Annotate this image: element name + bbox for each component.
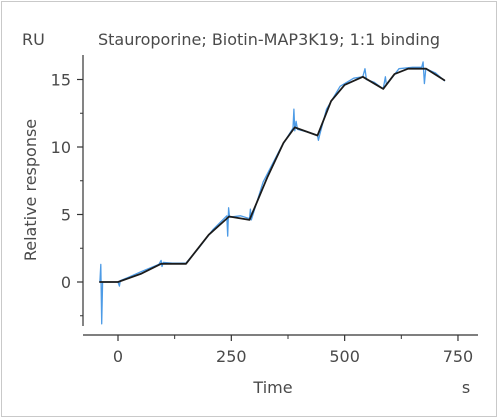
y-axis-label: Relative response bbox=[21, 119, 40, 261]
y-tick-label: 0 bbox=[61, 273, 71, 292]
y-unit-label: RU bbox=[22, 30, 45, 49]
x-tick-label: 750 bbox=[443, 347, 474, 366]
measured-curve bbox=[99, 61, 446, 325]
plot-area bbox=[99, 61, 446, 325]
fit-curve bbox=[99, 67, 446, 283]
x-tick-label: 500 bbox=[329, 347, 360, 366]
axis-ticks: 0 5 10 15 0 250 500 750 bbox=[51, 71, 474, 367]
y-tick-label: 15 bbox=[51, 71, 71, 90]
x-unit-label: s bbox=[462, 378, 470, 397]
x-tick-label: 0 bbox=[113, 347, 123, 366]
chart-title: Stauroporine; Biotin-MAP3K19; 1:1 bindin… bbox=[98, 30, 440, 49]
y-tick-label: 5 bbox=[61, 206, 71, 225]
y-tick-label: 10 bbox=[51, 138, 71, 157]
x-axis-label: Time bbox=[252, 378, 292, 397]
x-tick-label: 250 bbox=[216, 347, 247, 366]
